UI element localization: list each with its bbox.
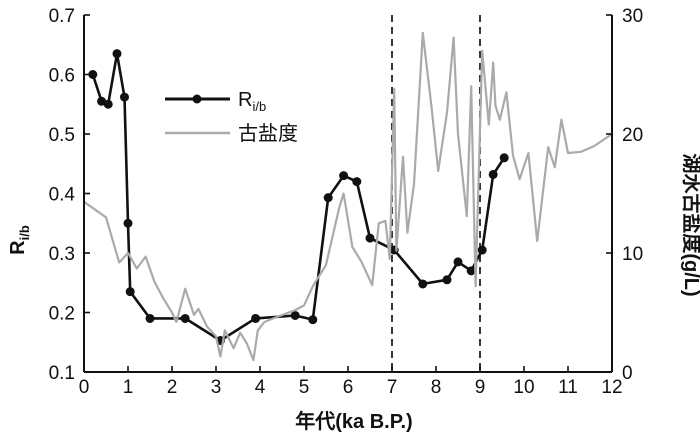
data-point-ri-b [119,92,129,102]
svg-text:Ri/b: Ri/b [238,89,266,114]
y-left-tick-label: 0.4 [49,185,76,206]
y-axis-right-title-group: 湖水古盐度(g/L) [680,153,700,296]
x-tick-label: 12 [601,377,622,398]
y-axis-left-title-sub: i/b [17,225,32,240]
ticks-layer: 0 1 2 3 4 5 6 7 8 9 10 11 120.10.20.30.40.50.60.7010… [49,6,644,398]
legend-label-salinity: 古盐度 [238,122,298,145]
series-line-salinity [83,31,613,362]
legend-marker-ri-b [192,94,202,104]
y-left-tick-label: 0.1 [49,363,75,384]
x-tick-label: 6 [343,377,354,398]
y-left-tick-label: 0.7 [49,6,75,27]
data-point-ri-b [103,99,113,109]
data-point-ri-b [180,313,190,323]
x-tick-label: 8 [431,377,442,398]
data-point-ri-b [453,257,463,267]
data-point-ri-b [418,279,428,289]
data-point-ri-b [352,177,362,187]
data-point-ri-b [365,233,375,243]
y-left-tick-label: 0.6 [49,66,75,87]
legend-label-ri-b: R [238,89,252,111]
data-point-ri-b [323,193,333,203]
y-axis-left-title: R [7,240,29,255]
x-tick-label: 11 [558,377,578,398]
data-point-ri-b [488,169,498,179]
data-point-ri-b [308,315,318,325]
y-right-tick-label: 30 [622,6,643,27]
data-point-ri-b [466,266,476,276]
x-tick-label: 2 [167,377,178,398]
x-tick-label: 0 [79,377,90,398]
data-point-ri-b [251,313,261,323]
data-point-ri-b [125,287,135,297]
y-left-tick-label: 0.3 [49,244,75,265]
svg-text:Ri/b: Ri/b [7,225,32,255]
data-point-ri-b [499,153,509,163]
x-tick-label: 4 [255,377,266,398]
legend: Ri/b 古盐度 [165,89,298,145]
series-layer [83,31,613,362]
data-point-ri-b [442,275,452,285]
x-tick-label: 1 [123,377,134,398]
x-tick-label: 9 [475,377,486,398]
y-left-tick-label: 0.2 [49,304,75,325]
y-axis-right-title: 湖水古盐度(g/L) [680,153,700,296]
data-point-ri-b [88,70,98,79]
data-point-ri-b [123,218,133,228]
x-axis-title: 年代(ka B.P.) [295,409,412,433]
y-right-tick-label: 0 [622,363,633,384]
x-tick-label: 3 [211,377,222,398]
y-right-tick-label: 20 [622,125,643,146]
y-axis-left-title-group: Ri/b [7,225,32,255]
legend-label-ri-b-sub: i/b [252,99,266,114]
series-line-ri-b [91,52,506,342]
data-point-ri-b [477,245,487,255]
x-tick-label: 7 [387,377,398,398]
data-point-ri-b [290,310,300,320]
y-left-tick-label: 0.5 [49,125,75,146]
data-point-ri-b [339,171,349,181]
x-tick-label: 5 [299,377,310,398]
data-point-ri-b [112,49,122,59]
y-right-tick-label: 10 [622,244,643,265]
data-point-ri-b [145,313,155,323]
x-tick-label: 10 [513,377,534,398]
